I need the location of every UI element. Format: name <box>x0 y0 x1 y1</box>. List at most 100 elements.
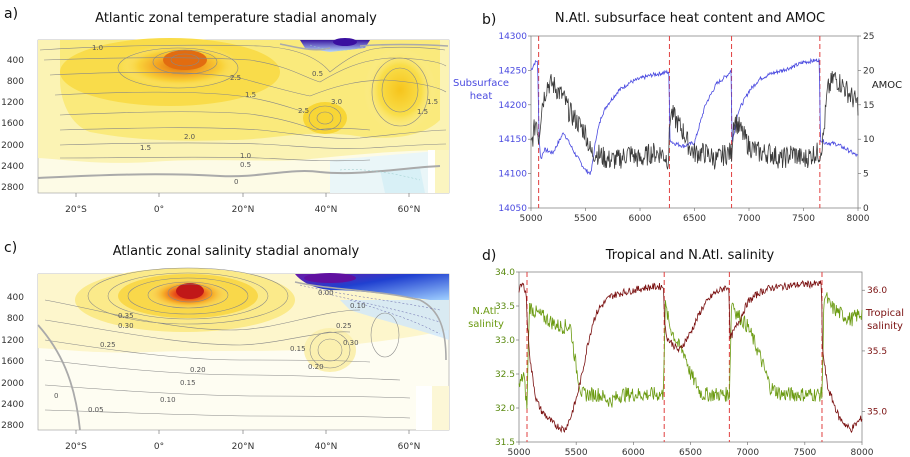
panel-c-y-tick: 800 <box>7 314 24 324</box>
panel-a-x-axis: 20°S 0° 20°N 40°N 60°N <box>65 193 420 215</box>
x-tick-label: 5000 <box>520 214 543 224</box>
x-tick-label: 6000 <box>622 448 645 457</box>
y-left-tick-label: 32.5 <box>495 370 515 380</box>
panel-a-contour-label: 2.0 <box>184 133 195 141</box>
panel-a-contour-label: 1.0 <box>92 44 103 52</box>
y-right-tick-label: 5 <box>863 170 869 180</box>
panel-c-y-tick: 400 <box>7 293 24 303</box>
x-tick-label: 6500 <box>683 214 706 224</box>
panel-c-y-tick: 2400 <box>1 400 24 410</box>
panel-c-contour-label: 0.25 <box>100 341 116 349</box>
y-left-tick-label: 14300 <box>498 32 527 42</box>
panel-c-y-tick: 1600 <box>1 357 24 367</box>
panel-a-contour-label: 3.0 <box>331 98 342 106</box>
panel-a-title: Atlantic zonal temperature stadial anoma… <box>95 11 377 26</box>
panel-c-contour-label: 0.10 <box>160 396 176 404</box>
panel-c-contour-label: 0.20 <box>308 363 324 371</box>
x-tick-label: 5500 <box>574 214 597 224</box>
panel-a-x-tick: 40°N <box>315 205 338 215</box>
panel-a-contour-label: 1.0 <box>240 152 251 160</box>
panel-d-right-label-2: salinity <box>867 321 903 332</box>
y-left-tick-label: 33.5 <box>495 302 515 312</box>
series-line <box>518 280 863 434</box>
panel-a: a) Atlantic zonal temperature stadial an… <box>1 6 450 215</box>
y-right-tick-label: 35.0 <box>867 408 887 418</box>
panel-a-contour-label: 2.5 <box>298 107 309 115</box>
x-tick-label: 7000 <box>738 214 761 224</box>
x-tick-label: 8000 <box>851 448 874 457</box>
panel-a-contour-label: 2.5 <box>230 74 241 82</box>
x-tick-label: 5000 <box>508 448 531 457</box>
panel-a-contour-label: 1.5 <box>140 144 151 152</box>
x-tick-label: 6000 <box>629 214 652 224</box>
y-right-tick-label: 20 <box>863 66 875 76</box>
panel-d-right-label: Tropical <box>865 308 904 319</box>
panel-d-frame <box>518 271 863 443</box>
y-right-tick-label: 10 <box>863 135 875 145</box>
panel-a-map: 1.0 0.5 2.5 1.5 2.5 3.0 2.0 1.5 1.0 0.5 … <box>37 38 450 194</box>
panel-c-contour-label: 0.20 <box>190 366 206 374</box>
panel-a-x-tick: 0° <box>154 205 164 215</box>
x-tick-label: 6500 <box>679 448 702 457</box>
panel-c-x-tick: 20°N <box>232 442 255 452</box>
y-left-tick-label: 33.0 <box>495 336 515 346</box>
panel-a-x-tick: 60°N <box>398 205 421 215</box>
panel-c-x-tick: 40°N <box>315 442 338 452</box>
panel-a-y-tick: 1600 <box>1 119 24 129</box>
panel-c-contour-label: 0.35 <box>118 312 134 320</box>
panel-c: c) Atlantic zonal salinity stadial anoma… <box>1 240 450 452</box>
panel-a-contour-label: 1.5 <box>245 91 256 99</box>
x-tick-label: 7000 <box>736 448 759 457</box>
panel-d: d) Tropical and N.Atl. salinity N.Atl. s… <box>468 248 904 457</box>
y-left-tick-label: 32.0 <box>495 404 515 414</box>
panel-d-title: Tropical and N.Atl. salinity <box>605 248 775 263</box>
panel-c-contour-label: 0.25 <box>336 322 352 330</box>
panel-c-x-tick: 20°S <box>65 442 87 452</box>
panel-c-contour-label: 0.15 <box>180 379 196 387</box>
panel-c-map: 0.35 0.30 0.25 0.20 0.15 0.10 0.05 0 0.1… <box>37 267 450 431</box>
panel-c-letter: c) <box>4 240 17 256</box>
panel-a-contour-label: 1.5 <box>417 108 428 116</box>
panel-c-y-tick: 2800 <box>1 421 24 431</box>
panel-b-right-label: AMOC <box>872 80 902 91</box>
panel-a-y-tick: 2400 <box>1 162 24 172</box>
y-right-tick-label: 36.0 <box>867 286 887 296</box>
series-line <box>530 71 859 170</box>
y-left-tick-label: 31.5 <box>495 438 515 448</box>
panel-c-title: Atlantic zonal salinity stadial anomaly <box>113 244 360 259</box>
panel-d-series <box>518 280 863 434</box>
panel-a-contour-label: 1.5 <box>427 98 438 106</box>
x-tick-label: 7500 <box>792 214 815 224</box>
panel-a-y-tick: 1200 <box>1 98 24 108</box>
panel-b: b) N.Atl. subsurface heat content and AM… <box>453 11 902 224</box>
panel-d-left-label-2: salinity <box>468 319 504 330</box>
y-right-tick-label: 15 <box>863 101 874 111</box>
panel-c-contour-label: 0 <box>54 392 58 400</box>
panel-a-contour-label: 0.5 <box>312 70 323 78</box>
y-left-tick-label: 14050 <box>498 204 527 214</box>
panel-c-contour-label: 0.10 <box>350 302 366 310</box>
panel-c-contour-label: 0.30 <box>118 322 134 330</box>
y-left-tick-label: 14200 <box>498 101 527 111</box>
panel-c-x-tick: 0° <box>154 442 164 452</box>
panel-d-letter: d) <box>482 248 496 264</box>
panel-c-x-tick: 60°N <box>398 442 421 452</box>
panel-a-y-tick: 400 <box>7 56 24 66</box>
y-left-tick-label: 34.0 <box>495 268 515 278</box>
panel-b-axes: 5000 5500 6000 6500 7000 7500 8000 14050 14100 14… <box>498 32 874 224</box>
panel-c-x-axis: 20°S 0° 20°N 40°N 60°N <box>65 430 420 452</box>
panel-d-axes: 5000 5500 6000 6500 7000 7500 8000 31.5 32.0 32.5… <box>495 268 887 457</box>
panel-a-y-tick: 2800 <box>1 183 24 193</box>
panel-a-letter: a) <box>4 6 18 22</box>
panel-c-contour-label: 0.05 <box>88 406 104 414</box>
panel-d-left-label: N.Atl. <box>472 306 499 317</box>
y-left-tick-label: 14150 <box>498 135 527 145</box>
x-tick-label: 7500 <box>793 448 816 457</box>
panel-a-y-tick: 2000 <box>1 141 24 151</box>
panel-a-contour-label: 0 <box>234 178 238 186</box>
panel-b-event-lines <box>538 36 821 208</box>
panel-c-contour-label: 0.00 <box>318 289 334 297</box>
panel-b-left-label-2: heat <box>470 91 493 102</box>
y-left-tick-label: 14250 <box>498 66 527 76</box>
